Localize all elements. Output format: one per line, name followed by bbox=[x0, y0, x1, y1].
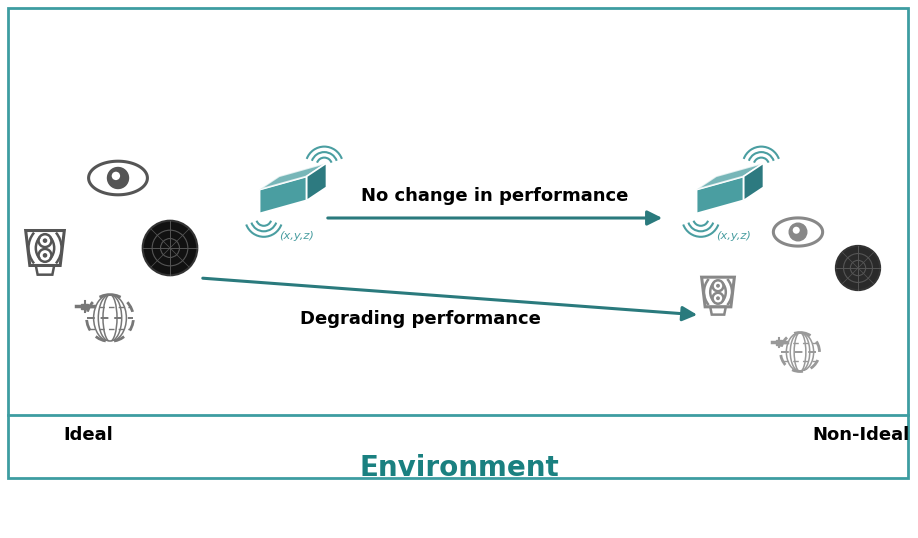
Polygon shape bbox=[697, 176, 744, 214]
Circle shape bbox=[107, 167, 129, 188]
Text: No change in performance: No change in performance bbox=[362, 187, 629, 205]
Text: Non-Ideal: Non-Ideal bbox=[812, 426, 910, 444]
Text: Environment: Environment bbox=[359, 454, 559, 482]
Circle shape bbox=[789, 223, 807, 241]
Circle shape bbox=[112, 172, 120, 180]
Polygon shape bbox=[307, 163, 327, 201]
Text: Degrading performance: Degrading performance bbox=[299, 310, 541, 328]
FancyBboxPatch shape bbox=[81, 303, 88, 309]
Circle shape bbox=[716, 284, 720, 288]
Circle shape bbox=[43, 253, 48, 258]
Polygon shape bbox=[744, 163, 764, 201]
Polygon shape bbox=[260, 176, 307, 214]
FancyBboxPatch shape bbox=[776, 340, 782, 344]
Text: (x,y,z): (x,y,z) bbox=[279, 231, 314, 242]
Circle shape bbox=[793, 226, 800, 233]
Polygon shape bbox=[697, 163, 764, 189]
Text: Ideal: Ideal bbox=[63, 426, 113, 444]
FancyBboxPatch shape bbox=[8, 8, 908, 478]
Polygon shape bbox=[260, 163, 327, 189]
Circle shape bbox=[142, 221, 197, 275]
Circle shape bbox=[836, 246, 880, 290]
Circle shape bbox=[43, 238, 48, 243]
Text: (x,y,z): (x,y,z) bbox=[716, 231, 751, 242]
Circle shape bbox=[716, 296, 720, 300]
